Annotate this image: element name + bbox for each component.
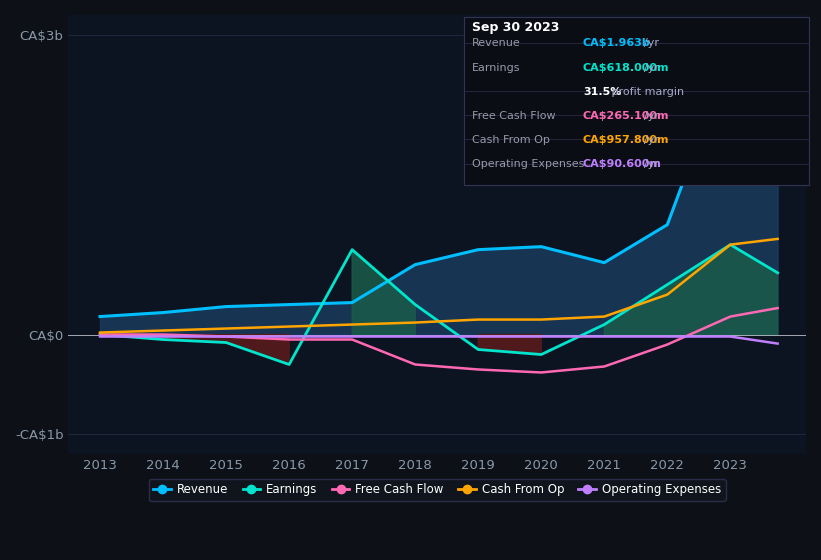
Text: CA$265.100m: CA$265.100m <box>583 111 669 121</box>
Text: Sep 30 2023: Sep 30 2023 <box>472 21 559 34</box>
Text: Cash From Op: Cash From Op <box>472 135 550 145</box>
Text: Free Cash Flow: Free Cash Flow <box>472 111 556 121</box>
Text: /yr: /yr <box>644 63 659 73</box>
Text: CA$1.963b: CA$1.963b <box>583 39 651 49</box>
Text: CA$618.000m: CA$618.000m <box>583 63 669 73</box>
Text: Earnings: Earnings <box>472 63 521 73</box>
Text: profit margin: profit margin <box>608 87 684 97</box>
Text: CA$90.600m: CA$90.600m <box>583 159 662 169</box>
Legend: Revenue, Earnings, Free Cash Flow, Cash From Op, Operating Expenses: Revenue, Earnings, Free Cash Flow, Cash … <box>149 479 726 501</box>
Text: Operating Expenses: Operating Expenses <box>472 159 585 169</box>
Text: 31.5%: 31.5% <box>583 87 621 97</box>
Text: /yr: /yr <box>644 39 659 49</box>
Text: /yr: /yr <box>644 135 659 145</box>
Text: CA$957.800m: CA$957.800m <box>583 135 669 145</box>
Text: /yr: /yr <box>644 111 659 121</box>
Text: /yr: /yr <box>644 159 659 169</box>
Text: Revenue: Revenue <box>472 39 521 49</box>
